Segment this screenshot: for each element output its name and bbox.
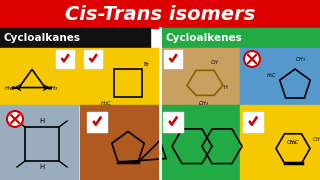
Text: $CH_3$: $CH_3$ [197, 99, 208, 108]
Text: $H_3C$: $H_3C$ [266, 71, 277, 80]
Polygon shape [90, 54, 97, 62]
Bar [0, 28, 150, 48]
Text: $CH_3$: $CH_3$ [47, 84, 59, 93]
Text: H: H [223, 85, 227, 90]
Bar [114, 69, 142, 97]
Text: $CH$: $CH$ [210, 58, 219, 66]
Bar [84, 50, 102, 68]
Polygon shape [249, 116, 257, 125]
Text: Br: Br [143, 62, 149, 67]
Circle shape [244, 51, 260, 67]
Text: H: H [39, 118, 44, 124]
Bar [0, 105, 78, 180]
Text: $H_2C$: $H_2C$ [100, 99, 113, 108]
Bar [164, 50, 182, 68]
Polygon shape [61, 54, 69, 62]
Bar [163, 112, 183, 132]
Bar [56, 50, 74, 68]
Bar [0, 48, 80, 105]
Bar [25, 127, 59, 161]
Text: $H_3C$: $H_3C$ [4, 84, 17, 93]
Bar [160, 105, 240, 180]
Text: Cis-Trans isomers: Cis-Trans isomers [65, 4, 255, 24]
Bar [0, 0, 320, 28]
Bar [160, 48, 240, 105]
Text: $H_3C$: $H_3C$ [289, 138, 300, 147]
Text: Cycloalkenes: Cycloalkenes [165, 33, 242, 43]
Text: Cycloalkanes: Cycloalkanes [4, 33, 81, 43]
Bar [87, 112, 107, 132]
Bar [240, 48, 320, 105]
Text: $CH_3$: $CH_3$ [312, 136, 320, 145]
Bar [162, 28, 320, 48]
Bar [80, 105, 160, 180]
Text: H: H [39, 164, 44, 170]
Bar [240, 105, 320, 180]
Polygon shape [169, 116, 177, 125]
Text: $CH_3$: $CH_3$ [294, 55, 306, 64]
Circle shape [7, 111, 23, 127]
Polygon shape [93, 116, 101, 125]
Bar [243, 112, 263, 132]
Bar [80, 48, 160, 105]
Polygon shape [170, 54, 177, 62]
Text: $CH_3$: $CH_3$ [286, 138, 298, 147]
